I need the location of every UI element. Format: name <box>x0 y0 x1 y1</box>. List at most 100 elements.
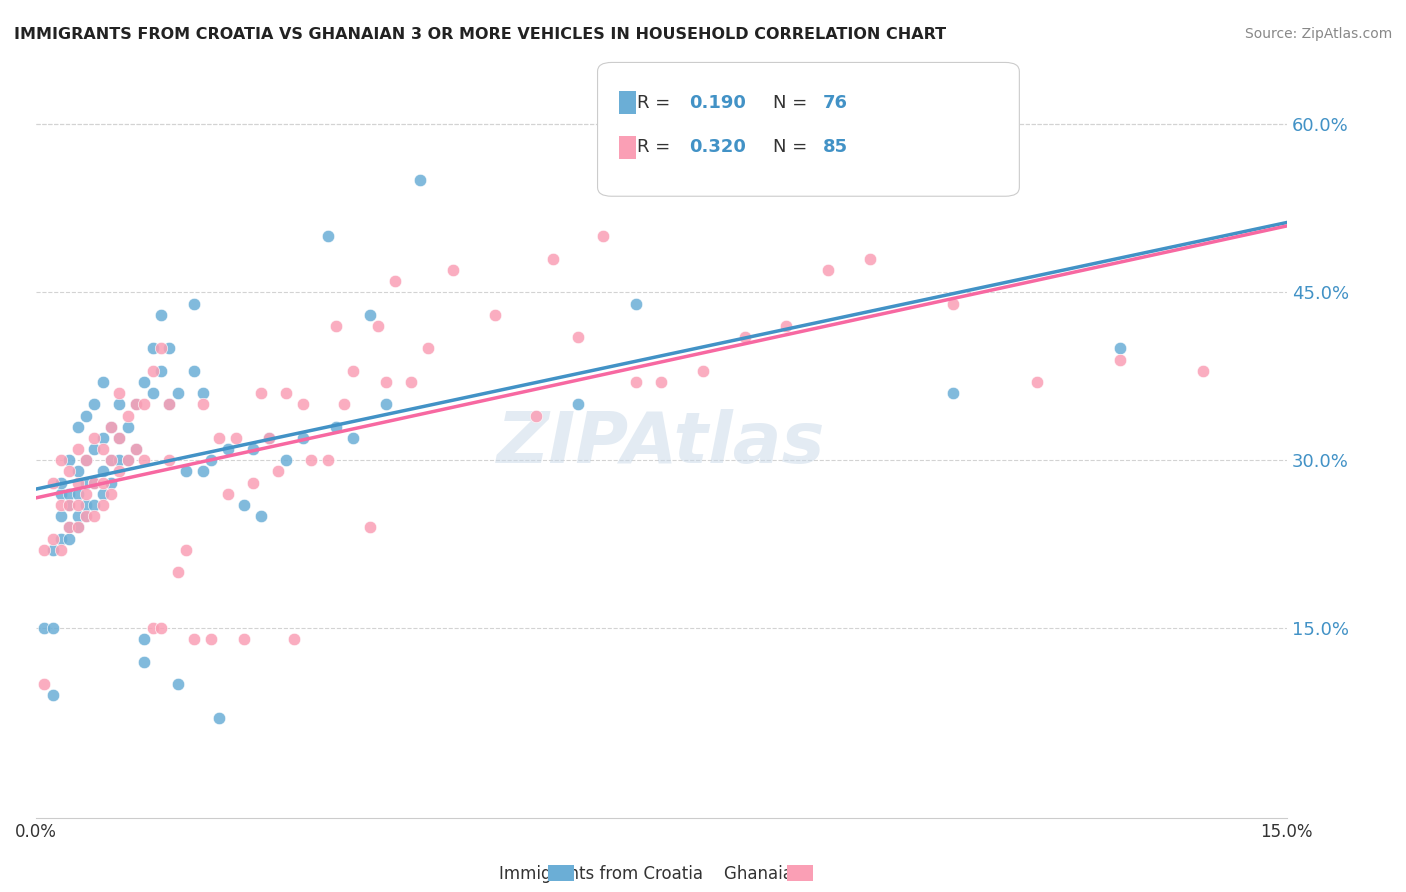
Point <box>208 431 231 445</box>
Point <box>58 520 80 534</box>
Point <box>117 419 139 434</box>
Point <box>325 419 347 434</box>
Point <box>66 419 89 434</box>
Point <box>441 263 464 277</box>
Point <box>150 342 173 356</box>
Point <box>58 498 80 512</box>
Text: Immigrants from Croatia: Immigrants from Croatia <box>499 865 703 883</box>
Point <box>567 397 589 411</box>
Point <box>108 431 131 445</box>
Point <box>32 621 55 635</box>
Point <box>58 520 80 534</box>
Point <box>242 442 264 456</box>
Point <box>83 431 105 445</box>
Point <box>66 498 89 512</box>
Point <box>41 689 63 703</box>
Point <box>75 453 97 467</box>
Text: 0.190: 0.190 <box>689 94 745 112</box>
Point <box>299 453 322 467</box>
Point <box>66 487 89 501</box>
Point <box>157 342 180 356</box>
Point <box>367 318 389 333</box>
Point <box>200 453 222 467</box>
Point <box>49 542 72 557</box>
Text: 85: 85 <box>823 138 848 156</box>
Text: IMMIGRANTS FROM CROATIA VS GHANAIAN 3 OR MORE VEHICLES IN HOUSEHOLD CORRELATION : IMMIGRANTS FROM CROATIA VS GHANAIAN 3 OR… <box>14 27 946 42</box>
Point <box>66 520 89 534</box>
Point <box>291 431 314 445</box>
Point <box>75 409 97 423</box>
Point <box>83 498 105 512</box>
Point <box>191 397 214 411</box>
Text: R =: R = <box>637 94 676 112</box>
Point <box>183 296 205 310</box>
Point <box>250 386 273 401</box>
Point <box>233 632 256 647</box>
Point <box>267 465 290 479</box>
Point <box>325 318 347 333</box>
Point <box>316 229 339 244</box>
Point <box>524 409 547 423</box>
Point <box>142 386 165 401</box>
Point <box>150 364 173 378</box>
Point <box>91 475 114 490</box>
Point <box>125 397 148 411</box>
Point <box>208 711 231 725</box>
Text: 0.320: 0.320 <box>689 138 745 156</box>
Point <box>49 487 72 501</box>
Point <box>342 364 364 378</box>
Point <box>191 465 214 479</box>
Point <box>1109 342 1132 356</box>
Point <box>157 453 180 467</box>
Point <box>283 632 305 647</box>
Point <box>108 453 131 467</box>
Point <box>250 509 273 524</box>
Point <box>75 509 97 524</box>
Point <box>166 565 188 579</box>
Point <box>626 296 648 310</box>
Text: R =: R = <box>637 138 676 156</box>
Text: N =: N = <box>773 138 813 156</box>
Point <box>125 442 148 456</box>
Point <box>32 542 55 557</box>
Point <box>342 431 364 445</box>
Point <box>32 677 55 691</box>
Point <box>1109 352 1132 367</box>
Point <box>108 465 131 479</box>
Point <box>66 442 89 456</box>
Point <box>125 397 148 411</box>
Point <box>166 386 188 401</box>
Point <box>75 475 97 490</box>
Point <box>58 453 80 467</box>
Point <box>200 632 222 647</box>
Point <box>150 308 173 322</box>
Point <box>58 498 80 512</box>
Point <box>58 487 80 501</box>
Point <box>75 498 97 512</box>
Point <box>83 475 105 490</box>
Point <box>359 520 381 534</box>
Point <box>166 677 188 691</box>
Point <box>692 364 714 378</box>
Point <box>83 397 105 411</box>
Point <box>775 318 797 333</box>
Point <box>91 498 114 512</box>
Point <box>41 475 63 490</box>
Point <box>49 498 72 512</box>
Point <box>58 532 80 546</box>
Point <box>734 330 756 344</box>
Point <box>316 453 339 467</box>
Point <box>134 375 156 389</box>
Point <box>1025 375 1047 389</box>
Point <box>384 274 406 288</box>
Point <box>91 487 114 501</box>
Point <box>626 375 648 389</box>
Point <box>157 397 180 411</box>
Point <box>83 442 105 456</box>
Point <box>91 465 114 479</box>
Point <box>859 252 882 266</box>
Point <box>91 442 114 456</box>
Point <box>41 621 63 635</box>
Point <box>134 632 156 647</box>
Point <box>157 397 180 411</box>
